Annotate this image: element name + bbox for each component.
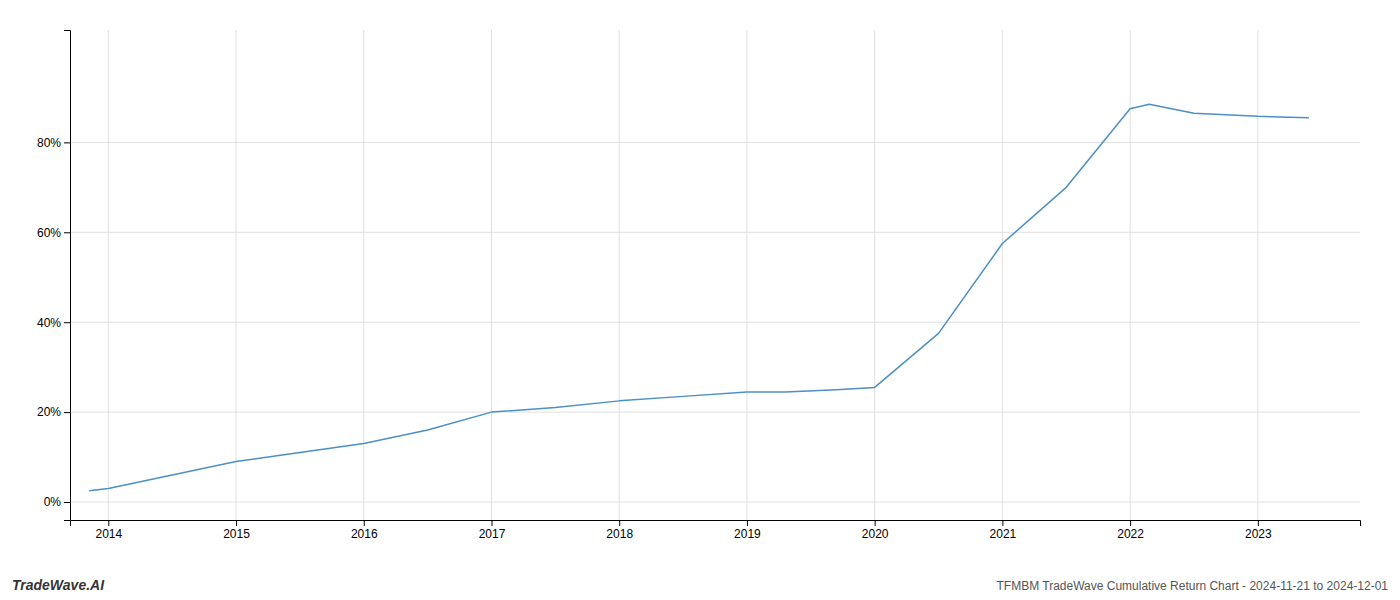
tick: 2015 xyxy=(223,520,250,541)
grid-line xyxy=(363,30,364,520)
axis-line xyxy=(71,521,1361,527)
chart: 2014 2015 2016 2017 2018 2019 2020 2021 2022 2023… xyxy=(0,0,1400,600)
tick-label: 2018 xyxy=(606,527,633,541)
grid-line xyxy=(1130,30,1131,520)
grid-line xyxy=(1257,30,1258,520)
tick-label: 2014 xyxy=(95,527,122,541)
tick: 2017 xyxy=(479,520,506,541)
tick-mark xyxy=(1002,520,1003,526)
tick-mark xyxy=(64,142,70,143)
tick-label: 2023 xyxy=(1245,527,1272,541)
grid-line xyxy=(746,30,747,520)
grid-line xyxy=(874,30,875,520)
tick-mark xyxy=(64,232,70,233)
tick: 2020 xyxy=(862,520,889,541)
tick-mark xyxy=(1130,520,1131,526)
grid-line xyxy=(236,30,237,520)
grid-line xyxy=(70,232,1360,233)
tick-mark xyxy=(64,502,70,503)
tick: 2014 xyxy=(95,520,122,541)
tick: 40% xyxy=(37,316,70,330)
tick-mark xyxy=(64,322,70,323)
tick-mark xyxy=(747,520,748,526)
tick-label: 2017 xyxy=(479,527,506,541)
tick-label: 60% xyxy=(37,226,61,240)
grid-line xyxy=(491,30,492,520)
x-axis: 2014 2015 2016 2017 2018 2019 2020 2021 2022 2023 xyxy=(71,520,1361,541)
tick-label: 2021 xyxy=(990,527,1017,541)
tick: 2021 xyxy=(990,520,1017,541)
tick-label: 2016 xyxy=(351,527,378,541)
tick-mark xyxy=(108,520,109,526)
tick-mark xyxy=(64,412,70,413)
title: TFMBM TradeWave Cumulative Return Chart … xyxy=(996,579,1388,593)
tick: 20% xyxy=(37,405,70,419)
tick-mark xyxy=(364,520,365,526)
tick-label: 2015 xyxy=(223,527,250,541)
plot-area: 2014 2015 2016 2017 2018 2019 2020 2021 2022 2023… xyxy=(37,30,1361,541)
y-axis: 0% 20% 40% 60% 80% xyxy=(37,31,71,521)
tick-label: 2020 xyxy=(862,527,889,541)
annotation: TradeWave.AI xyxy=(12,577,105,593)
grid xyxy=(70,30,1360,520)
tick-label: 40% xyxy=(37,316,61,330)
tick-mark xyxy=(491,520,492,526)
tick-label: 0% xyxy=(44,495,62,509)
tick: 2023 xyxy=(1245,520,1272,541)
grid-line xyxy=(70,142,1360,143)
grid-line xyxy=(70,322,1360,323)
tick-mark xyxy=(875,520,876,526)
axis-line xyxy=(64,31,71,521)
grid-line xyxy=(1002,30,1003,520)
tick-label: 2022 xyxy=(1117,527,1144,541)
tick: 2018 xyxy=(606,520,633,541)
tick-label: 2019 xyxy=(734,527,761,541)
marks xyxy=(89,104,1309,491)
tick: 60% xyxy=(37,226,70,240)
line xyxy=(89,104,1309,491)
tick: 0% xyxy=(44,495,70,509)
tick-mark xyxy=(1258,520,1259,526)
grid-line xyxy=(619,30,620,520)
tick-mark xyxy=(619,520,620,526)
tick-label: 80% xyxy=(37,136,61,150)
grid-line xyxy=(108,30,109,520)
grid-line xyxy=(70,502,1360,503)
tick: 80% xyxy=(37,136,70,150)
tick: 2016 xyxy=(351,520,378,541)
tick: 2019 xyxy=(734,520,761,541)
tick-mark xyxy=(236,520,237,526)
tick: 2022 xyxy=(1117,520,1144,541)
tick-label: 20% xyxy=(37,405,61,419)
grid-line xyxy=(70,412,1360,413)
